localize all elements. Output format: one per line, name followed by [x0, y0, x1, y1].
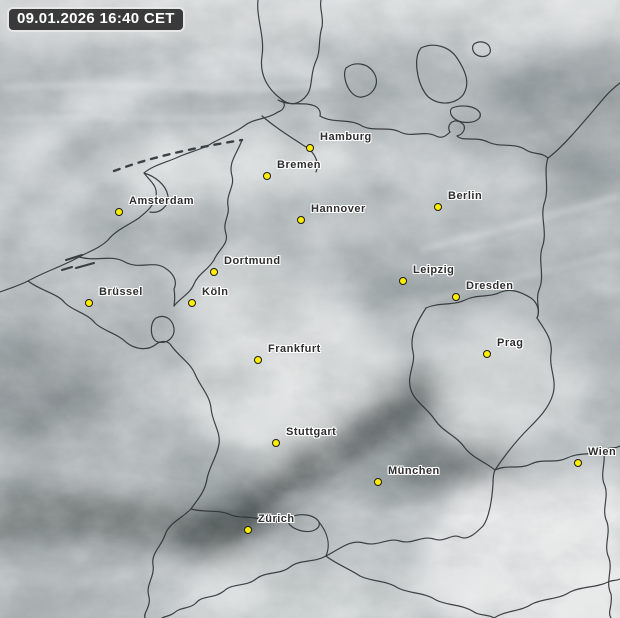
timestamp-badge: 09.01.2026 16:40 CET	[7, 7, 185, 32]
cloud-streaks	[0, 81, 620, 303]
